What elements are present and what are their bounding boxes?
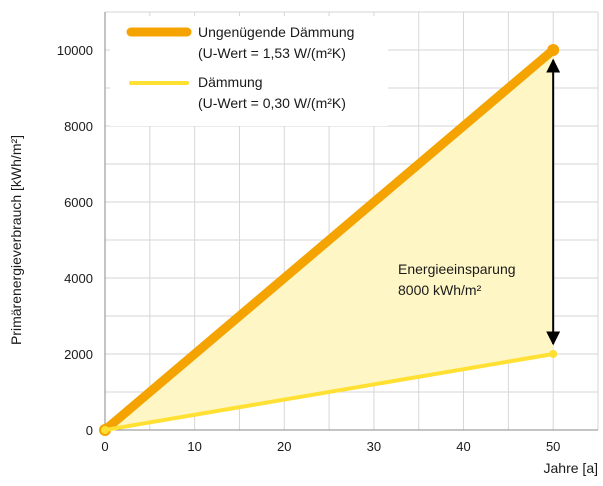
annotation-label: Energieeinsparung — [398, 261, 516, 277]
y-tick-label: 4000 — [64, 271, 93, 286]
y-tick-label: 6000 — [64, 195, 93, 210]
x-tick-label: 20 — [277, 439, 291, 454]
y-tick-label: 0 — [86, 423, 93, 438]
y-tick-label: 2000 — [64, 347, 93, 362]
legend-label-ungenuegend: Ungenügende Dämmung — [198, 24, 354, 40]
y-tick-label: 8000 — [64, 119, 93, 134]
legend-sublabel-daemmung: (U-Wert = 0,30 W/(m²K) — [198, 95, 346, 111]
data-point-daemmung — [101, 426, 109, 434]
x-tick-label: 10 — [187, 439, 201, 454]
x-tick-label: 0 — [101, 439, 108, 454]
series-lines — [99, 44, 560, 436]
x-axis-label: Jahre [a] — [544, 460, 598, 476]
data-point-daemmung — [549, 350, 558, 358]
legend: Ungenügende Dämmung (U-Wert = 1,53 W/(m²… — [110, 16, 388, 126]
axis-ticks: 0 10 20 30 40 50 0 2000 4000 6000 8000 10000 — [57, 43, 561, 454]
x-tick-label: 40 — [456, 439, 470, 454]
legend-sublabel-ungenuegend: (U-Wert = 1,53 W/(m²K) — [198, 45, 346, 61]
x-tick-label: 30 — [367, 439, 381, 454]
y-axis-label: Primärenergieverbrauch [kWh/m²] — [8, 135, 24, 345]
savings-annotation: Energieeinsparung 8000 kWh/m² — [398, 58, 561, 346]
x-tick-label: 50 — [546, 439, 560, 454]
series-line-daemmung — [103, 352, 556, 432]
series-line-ungenuegend — [100, 45, 558, 435]
y-tick-label: 10000 — [57, 43, 93, 58]
legend-label-daemmung: Dämmung — [198, 74, 263, 90]
data-point-ungenuegend — [547, 44, 560, 56]
annotation-value: 8000 kWh/m² — [398, 282, 482, 298]
